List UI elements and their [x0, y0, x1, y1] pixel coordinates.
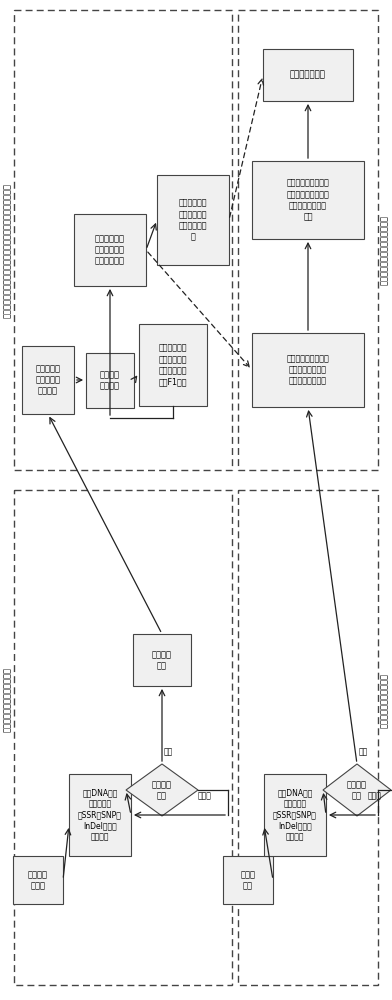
Text: 提取DNA，通
过分子检测
（SSR、SNP、
InDel等）获
得指纹库: 提取DNA，通 过分子检测 （SSR、SNP、 InDel等）获 得指纹库 — [78, 788, 122, 842]
Bar — [13, 856, 63, 904]
Bar — [69, 774, 131, 856]
Bar — [264, 774, 326, 856]
Text: 计算遗传
距离: 计算遗传 距离 — [152, 650, 172, 670]
Bar — [86, 353, 134, 408]
Bar — [223, 856, 273, 904]
Text: 不合格: 不合格 — [198, 791, 212, 800]
Polygon shape — [126, 764, 198, 816]
Bar — [133, 634, 191, 686]
Bar — [22, 346, 74, 414]
Text: 合格: 合格 — [163, 747, 172, 756]
Bar — [157, 175, 229, 265]
Bar — [238, 10, 378, 470]
Bar — [263, 49, 353, 101]
Text: 设计杂种
优势模式: 设计杂种 优势模式 — [100, 370, 120, 390]
Text: 合格: 合格 — [358, 747, 368, 756]
Text: 模拟杂交对照
自交，获得不
同杂种优势模
式的F1指数: 模拟杂交对照 自交，获得不 同杂种优势模 式的F1指数 — [159, 344, 187, 386]
Text: 建立对照自交系指纹库并分类: 建立对照自交系指纹库并分类 — [2, 668, 11, 732]
Text: 构建虚拟杂交组合指纹序列并确定杂种优势模式权重库和阈值: 构建虚拟杂交组合指纹序列并确定杂种优势模式权重库和阈值 — [2, 182, 11, 318]
Text: 控制指纹
质量: 控制指纹 质量 — [347, 780, 367, 800]
Text: 控制指纹
质量: 控制指纹 质量 — [152, 780, 172, 800]
Bar — [252, 161, 364, 239]
Bar — [252, 333, 364, 407]
Text: 构建每个杂种
优势模式的分
子指纹权重库: 构建每个杂种 优势模式的分 子指纹权重库 — [95, 234, 125, 266]
Bar — [238, 490, 378, 985]
Text: 提取DNA，通
过分子检测
（SSR、SNP、
InDel等）获
得指纹库: 提取DNA，通 过分子检测 （SSR、SNP、 InDel等）获 得指纹库 — [273, 788, 317, 842]
Text: 系统发生分
析，确定自
交系类型: 系统发生分 析，确定自 交系类型 — [36, 364, 60, 396]
Polygon shape — [323, 764, 391, 816]
Bar — [74, 214, 146, 286]
Text: 匹配分子指纹，计算
杂交种在每个杂种
优势模式的得分值: 匹配分子指纹，计算 杂交种在每个杂种 优势模式的得分值 — [287, 354, 329, 386]
Bar — [14, 10, 232, 470]
Text: 建立待测杂交种指纹序列: 建立待测杂交种指纹序列 — [379, 672, 388, 728]
Bar — [139, 324, 207, 406]
Text: 选择对照
自交系: 选择对照 自交系 — [28, 870, 48, 890]
Text: 分析结果可信度: 分析结果可信度 — [290, 70, 326, 80]
Text: 排序得分值，分值最
高的组合模式即为该
杂交种的杂种优势
模式: 排序得分值，分值最 高的组合模式即为该 杂交种的杂种优势 模式 — [287, 179, 329, 221]
Bar — [14, 490, 232, 985]
Text: 待测杂
交种: 待测杂 交种 — [241, 870, 256, 890]
Text: 不合格: 不合格 — [368, 791, 382, 800]
Text: 根据统计分布
设定杂种优势
模式的置信阈
值: 根据统计分布 设定杂种优势 模式的置信阈 值 — [179, 199, 207, 241]
Text: 分析待测杂交种的杂种优势模式: 分析待测杂交种的杂种优势模式 — [379, 215, 388, 285]
